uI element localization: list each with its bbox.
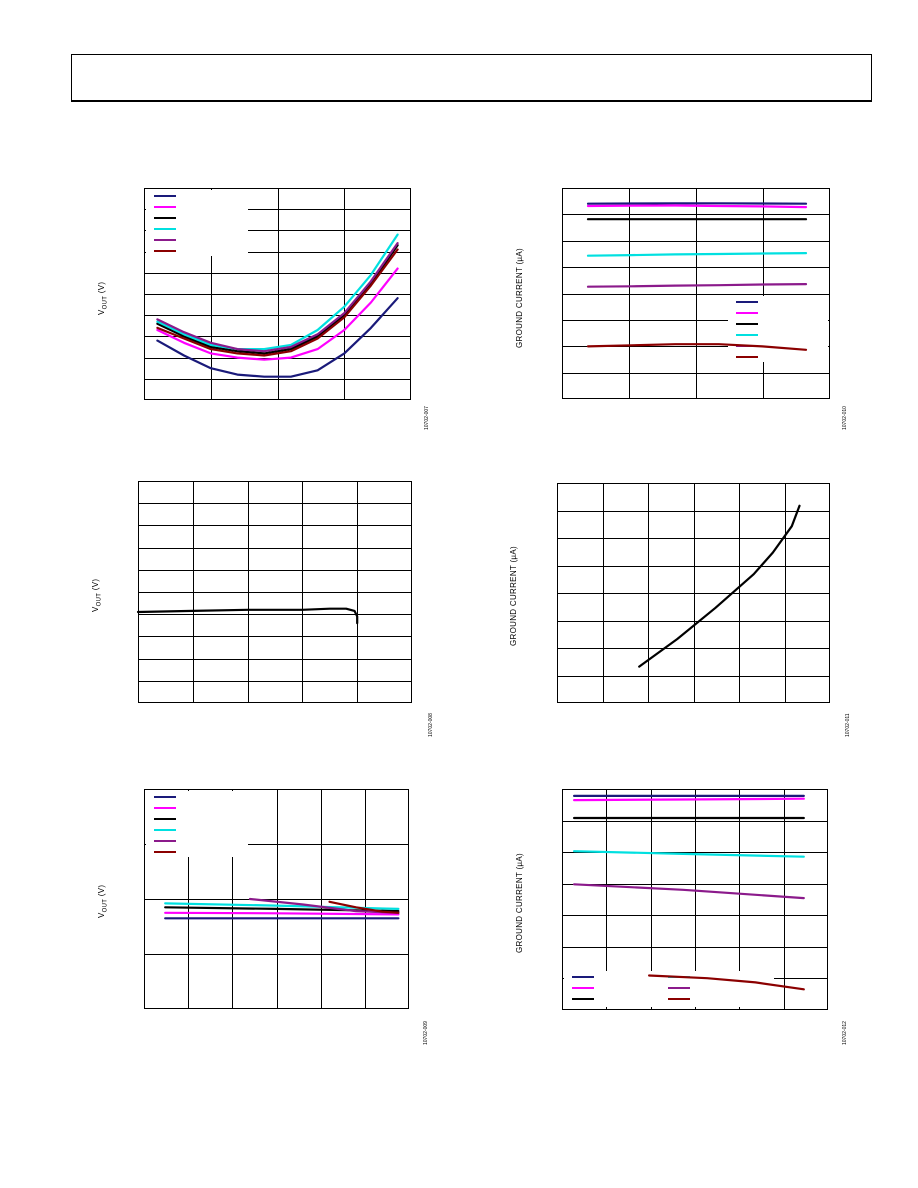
chart-svg (562, 188, 830, 399)
series-line (156, 241, 399, 353)
series-line (156, 248, 399, 357)
figure-id: 10702-008 (428, 713, 434, 737)
chart-svg (136, 481, 412, 703)
chart-svg (144, 789, 409, 1009)
series-line (586, 251, 808, 257)
figure-id: 10702-007 (424, 406, 430, 430)
series-line (586, 343, 808, 351)
series-line (156, 297, 399, 378)
legend-box (146, 190, 248, 256)
chart-svg (144, 188, 411, 400)
figure-id: 10702-011 (845, 713, 851, 737)
figure-id: 10702-009 (423, 1021, 429, 1045)
chart-vout-1 (144, 188, 411, 400)
figure-id: 10702-012 (842, 1021, 848, 1045)
series-line (328, 900, 400, 914)
series-line (156, 233, 399, 351)
chart-vout-2 (136, 481, 412, 703)
series-line (156, 244, 399, 355)
series-line (136, 607, 359, 625)
chart-svg (562, 789, 828, 1010)
chart-svg (557, 483, 830, 703)
chart-vout-3 (144, 789, 409, 1009)
series-line (164, 911, 400, 916)
chart-ground-current-3 (562, 789, 828, 1010)
legend-box (146, 791, 248, 857)
page-header-box (71, 54, 872, 102)
series-line (586, 282, 808, 288)
y-axis-label: VOUT (V) (97, 281, 109, 315)
legend-box (728, 296, 828, 362)
chart-ground-current-1 (562, 188, 830, 399)
y-axis-label: GROUND CURRENT (µA) (515, 853, 524, 953)
series-line (573, 883, 805, 900)
series-line (573, 850, 805, 858)
chart-ground-current-2 (557, 483, 830, 703)
y-axis-label: GROUND CURRENT (µA) (509, 546, 518, 646)
y-axis-label: VOUT (V) (91, 578, 103, 612)
y-axis-label: GROUND CURRENT (µA) (515, 248, 524, 348)
series-line (248, 897, 400, 914)
series-line (647, 974, 805, 991)
series-line (586, 204, 808, 209)
series-line (156, 267, 399, 361)
series-line (573, 797, 805, 802)
y-axis-label: VOUT (V) (97, 884, 109, 918)
figure-id: 10702-010 (842, 406, 848, 430)
series-line (638, 504, 801, 668)
